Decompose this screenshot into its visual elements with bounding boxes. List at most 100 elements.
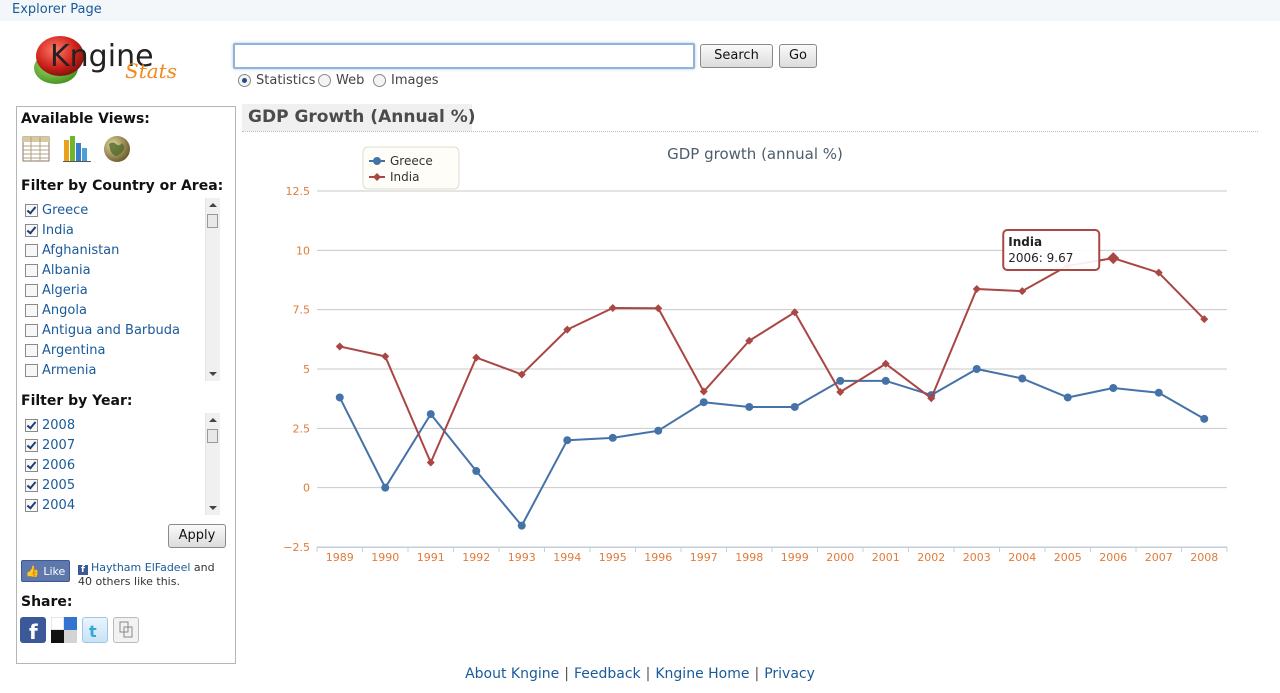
content-title-background [242,104,472,131]
x-tick-label: 1998 [735,551,763,564]
go-button[interactable]: Go [779,44,817,68]
x-tick-label: 1995 [599,551,627,564]
list-item-2008[interactable]: 2008 [21,415,221,435]
data-point-greece [745,402,754,411]
x-tick-label: 2002 [917,551,945,564]
data-point-greece [563,436,572,445]
country-list-scrollbar[interactable] [205,198,220,381]
data-point-india [699,387,708,396]
checkbox[interactable] [25,498,38,512]
data-point-india [1107,252,1120,265]
radio-button[interactable] [373,74,386,87]
list-item-india[interactable]: India [21,220,221,240]
list-item-2006[interactable]: 2006 [21,455,221,475]
checkbox[interactable] [25,343,38,357]
twitter-icon[interactable]: t [82,617,108,643]
explorer-page-link[interactable]: Explorer Page [12,2,102,17]
chart-legend [362,146,460,190]
share-generic-icon[interactable] [113,617,139,643]
x-tick-label: 1996 [644,551,672,564]
x-tick-label: 2007 [1145,551,1173,564]
checkbox[interactable] [25,223,38,237]
y-tick-label: 12.5 [286,185,311,198]
scroll-down-arrow-icon[interactable] [209,506,217,510]
scroll-up-arrow-icon[interactable] [209,203,217,207]
checkbox[interactable] [25,263,38,277]
kngine-stats-logo[interactable]: Kngine Stats [30,28,210,90]
scroll-thumb[interactable] [207,214,218,228]
data-point-greece [881,376,890,385]
title-divider [242,131,1258,132]
data-point-india [927,394,936,403]
available-views-heading: Available Views: [21,111,150,127]
scroll-down-arrow-icon[interactable] [209,372,217,376]
scroll-thumb[interactable] [207,429,218,443]
radio-images[interactable]: Images [373,73,439,88]
list-item-antigua-and-barbuda[interactable]: Antigua and Barbuda [21,320,221,340]
list-item-greece[interactable]: Greece [21,200,221,220]
list-item-afghanistan[interactable]: Afghanistan [21,240,221,260]
legend-label: Greece [390,154,433,168]
list-item-angola[interactable]: Angola [21,300,221,320]
footer-home-link[interactable]: Kngine Home [655,666,750,682]
scroll-up-arrow-icon[interactable] [209,418,217,422]
data-point-greece [472,467,481,476]
chart-title: GDP growth (annual %) [667,145,843,163]
data-point-india [654,304,663,313]
legend-label: India [390,170,419,184]
delicious-icon[interactable] [50,616,77,643]
data-point-india [426,458,435,467]
apply-button[interactable]: Apply [168,524,226,548]
footer-links: About Kngine | Feedback | Kngine Home | Privac… [465,666,815,682]
list-item-2007[interactable]: 2007 [21,435,221,455]
table-view-icon[interactable] [21,134,51,164]
facebook-icon[interactable]: f [20,617,46,644]
x-tick-label: 2000 [826,551,854,564]
checkbox[interactable] [25,363,38,377]
country-filter-heading: Filter by Country or Area: [21,178,224,194]
list-item-2004[interactable]: 2004 [21,495,221,515]
footer-about-link[interactable]: About Kngine [465,666,560,682]
checkbox[interactable] [25,203,38,217]
globe-map-view-icon[interactable] [102,134,132,164]
gdp-growth-line-chart[interactable]: GDP growth (annual %) 12.5 10 7.5 5 2.5 0 −2.5 1… [240,138,1260,578]
checkbox[interactable] [25,458,38,472]
list-item-2005[interactable]: 2005 [21,475,221,495]
list-item-albania[interactable]: Albania [21,260,221,280]
bar-chart-view-icon[interactable] [62,134,92,164]
checkbox[interactable] [25,438,38,452]
country-list[interactable]: Greece India Afghanistan Albania Algeria… [21,200,221,380]
year-list[interactable]: 2008 2007 2006 2005 2004 [21,415,221,515]
checkbox[interactable] [25,323,38,337]
footer-privacy-link[interactable]: Privacy [764,666,815,682]
checkbox[interactable] [25,283,38,297]
radio-web[interactable]: Web [318,73,364,88]
data-point-greece [972,365,981,373]
data-point-greece [1063,393,1072,402]
checkbox[interactable] [25,243,38,257]
data-point-india [790,308,799,317]
list-item-argentina[interactable]: Argentina [21,340,221,360]
checkbox[interactable] [25,478,38,492]
search-input[interactable] [233,43,695,69]
data-point-greece [335,393,344,402]
radio-statistics[interactable]: Statistics [238,73,315,88]
data-point-india [381,352,390,361]
list-item-algeria[interactable]: Algeria [21,280,221,300]
thumbs-up-icon: 👍 [25,564,40,578]
data-point-india [836,388,845,397]
checkbox[interactable] [25,303,38,317]
footer-feedback-link[interactable]: Feedback [573,666,641,682]
facebook-like-button[interactable]: 👍 Like [21,560,70,582]
list-item-armenia[interactable]: Armenia [21,360,221,380]
x-tick-label: 1991 [417,551,445,564]
liker-name-link[interactable]: Haytham ElFadeel [91,561,191,574]
checkbox[interactable] [25,418,38,432]
x-tick-label: 1994 [553,551,581,564]
radio-button[interactable] [238,74,251,87]
search-button[interactable]: Search [700,44,773,68]
radio-button[interactable] [318,74,331,87]
y-tick-label: 2.5 [293,422,311,435]
year-list-scrollbar[interactable] [205,413,220,515]
x-tick-label: 1989 [326,551,354,564]
